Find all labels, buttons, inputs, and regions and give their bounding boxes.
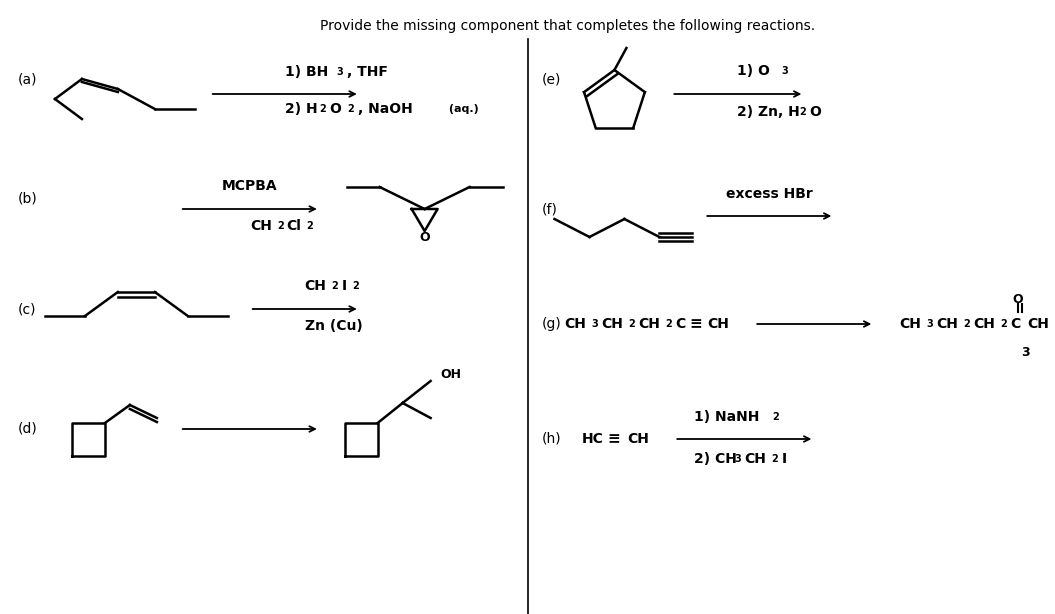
Text: 2) H: 2) H [285,102,318,116]
Text: 3: 3 [782,66,788,76]
Text: (c): (c) [18,302,37,316]
Text: 2: 2 [772,412,779,422]
Text: (b): (b) [18,192,38,206]
Text: 2: 2 [666,319,672,329]
Text: 3: 3 [337,67,344,77]
Text: I: I [342,279,347,293]
Text: 3: 3 [734,454,741,464]
Text: O: O [419,230,430,244]
Text: (d): (d) [18,422,38,436]
Text: 2: 2 [1000,319,1006,329]
Text: 3: 3 [1021,346,1030,359]
Text: (g): (g) [541,317,561,331]
Text: HC: HC [581,432,603,446]
Text: excess HBr: excess HBr [726,187,812,201]
Text: , NaOH: , NaOH [358,102,413,116]
Text: 2) CH: 2) CH [694,452,737,466]
Text: MCPBA: MCPBA [222,179,277,193]
Text: 2: 2 [352,281,360,291]
Text: CH: CH [250,219,271,233]
Text: CH: CH [899,317,921,331]
Text: CH: CH [1028,317,1049,331]
Text: 3: 3 [926,319,933,329]
Text: 2: 2 [963,319,970,329]
Text: C: C [1010,317,1020,331]
Text: Cl: Cl [287,219,302,233]
Text: OH: OH [441,368,462,381]
Text: CH: CH [564,317,587,331]
Text: CH: CH [745,452,766,466]
Text: (h): (h) [541,432,561,446]
Text: Zn (Cu): Zn (Cu) [305,319,363,333]
Text: CH: CH [628,432,649,446]
Text: O: O [1013,292,1023,306]
Text: O: O [330,102,342,116]
Text: (f): (f) [541,202,557,216]
Text: 1) NaNH: 1) NaNH [694,410,760,424]
Text: 1) BH: 1) BH [285,65,328,79]
Text: 1) O: 1) O [737,64,770,78]
Text: ≡: ≡ [608,432,620,446]
Text: 2: 2 [307,221,313,231]
Text: 2: 2 [276,221,284,231]
Text: CH: CH [707,317,729,331]
Text: CH: CH [936,317,958,331]
Text: O: O [809,105,821,119]
Text: (a): (a) [18,72,38,86]
Text: CH: CH [305,279,327,293]
Text: ≡: ≡ [689,316,703,332]
Text: 2: 2 [800,107,806,117]
Text: (aq.): (aq.) [444,104,478,114]
Text: 2: 2 [348,104,354,114]
Text: CH: CH [601,317,624,331]
Text: C: C [675,317,686,331]
Text: CH: CH [638,317,660,331]
Text: 3: 3 [592,319,598,329]
Text: (e): (e) [541,72,561,86]
Text: 2) Zn, H: 2) Zn, H [737,105,800,119]
Text: 2: 2 [629,319,635,329]
Text: 2: 2 [331,281,339,291]
Text: CH: CH [973,317,995,331]
Text: 2: 2 [320,104,326,114]
Text: , THF: , THF [347,65,387,79]
Text: Provide the missing component that completes the following reactions.: Provide the missing component that compl… [320,19,814,33]
Text: I: I [782,452,786,466]
Text: 2: 2 [771,454,778,464]
